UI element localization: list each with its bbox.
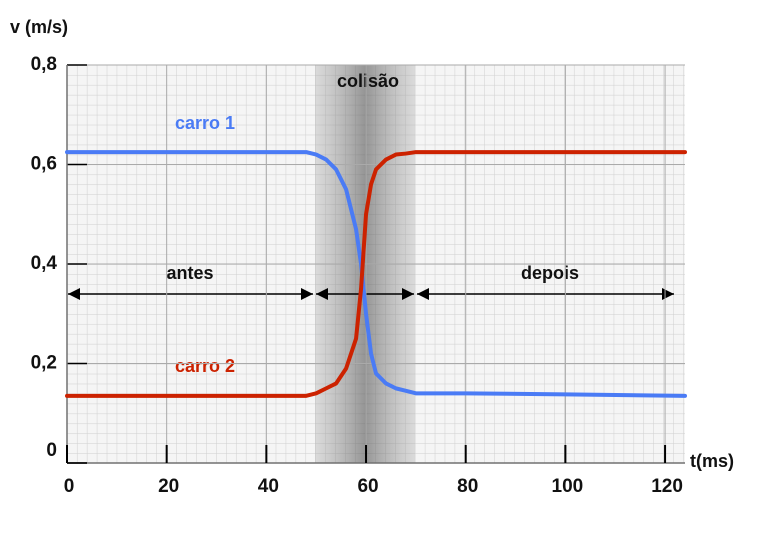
series-label: carro 1 <box>175 113 235 133</box>
series-label: carro 2 <box>175 356 235 376</box>
x-tick-label: 120 <box>651 476 683 497</box>
before-label: antes <box>166 263 213 283</box>
x-tick-label: 40 <box>258 476 279 497</box>
y-tick-label: 0,4 <box>31 253 58 274</box>
series-line <box>65 150 687 398</box>
x-tick-label: 80 <box>457 476 478 497</box>
after-label: depois <box>521 263 579 283</box>
y-tick-label: 0,2 <box>31 353 57 374</box>
x-tick-label: 60 <box>357 476 378 497</box>
y-axis-label: v (m/s) <box>10 17 68 37</box>
y-tick-label: 0,8 <box>31 54 57 75</box>
collision-label: colisão <box>337 71 399 91</box>
y-tick-label: 0,6 <box>31 154 57 175</box>
y-tick-label: 0 <box>46 440 57 461</box>
x-tick-label: 0 <box>64 476 75 497</box>
x-axis-label: t(ms) <box>690 451 734 471</box>
x-tick-label: 100 <box>552 476 584 497</box>
x-tick-label: 20 <box>158 476 179 497</box>
